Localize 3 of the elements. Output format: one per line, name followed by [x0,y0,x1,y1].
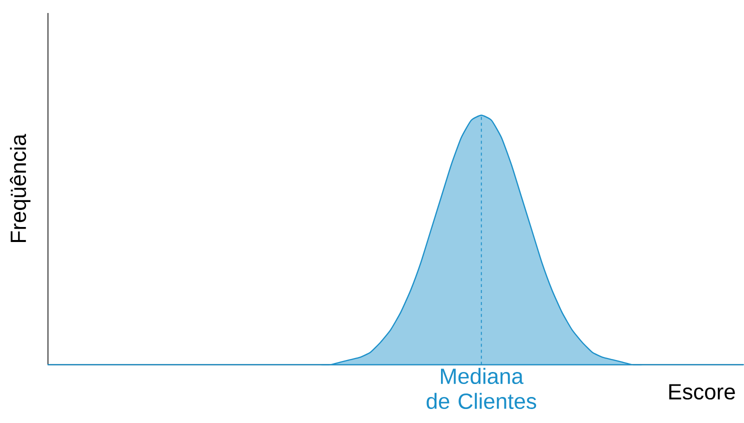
text: Mediana de Clientes [426,368,536,410]
x-axis-title: Escore [669,384,735,400]
y-axis-title: Freqüência [10,134,30,242]
